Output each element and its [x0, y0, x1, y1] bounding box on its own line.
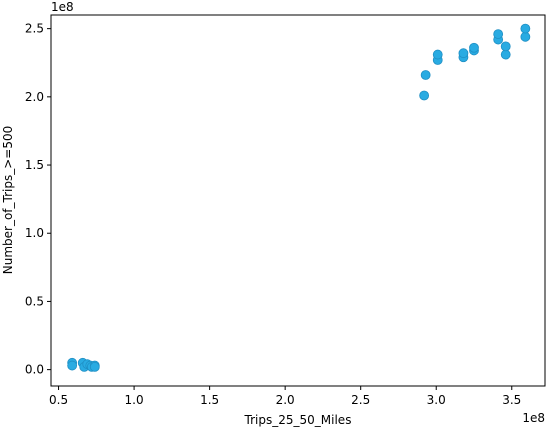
scatter-point: [469, 42, 479, 53]
x-tick-label: 2.5: [351, 393, 370, 407]
scatter-point: [500, 49, 511, 60]
x-tick-label: 1.5: [200, 393, 219, 407]
scatter-point: [419, 90, 430, 101]
y-tick-label: 2.0: [25, 90, 44, 104]
x-offset-label: 1e8: [522, 411, 545, 425]
scatter-point: [420, 70, 431, 80]
y-offset-label: 1e8: [51, 0, 74, 14]
y-tick-label: 1.5: [25, 158, 44, 172]
scatter-point: [89, 362, 100, 372]
x-tick-label: 0.5: [49, 393, 68, 407]
scatter-point: [520, 23, 531, 34]
axes-frame: [50, 14, 546, 387]
scatter-point: [432, 49, 443, 60]
x-tick-label: 1.0: [125, 393, 144, 407]
y-tick-label: 0.0: [25, 363, 44, 377]
x-axis-ticks: 0.5 1.0 1.5 2.0 2.5 3.0 3.5: [49, 386, 521, 407]
y-tick-label: 1.0: [25, 226, 44, 240]
y-tick-label: 2.5: [25, 22, 44, 36]
x-tick-label: 3.0: [427, 393, 446, 407]
scatter-point: [520, 31, 531, 42]
scatter-point: [500, 41, 511, 52]
y-axis-label: Number_of_Trips_>=500: [1, 126, 15, 275]
scatter-point: [493, 29, 504, 39]
scatter-point: [67, 360, 78, 371]
x-tick-label: 3.5: [502, 393, 521, 407]
scatter-point: [458, 48, 469, 59]
y-axis-ticks: 0.0 0.5 1.0 1.5 2.0 2.5: [25, 22, 51, 377]
plot-area: [67, 23, 531, 372]
x-axis-label: Trips_25_50_Miles: [244, 413, 352, 427]
y-tick-label: 0.5: [25, 294, 44, 308]
x-tick-label: 2.0: [276, 393, 295, 407]
